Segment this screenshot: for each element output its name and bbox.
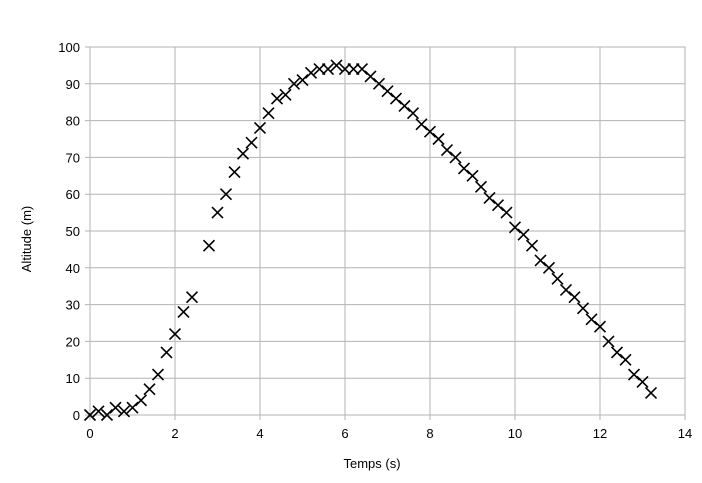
data-point-marker [296, 74, 309, 87]
data-point-marker [483, 191, 496, 204]
data-point-marker [517, 228, 530, 241]
data-point-marker [500, 206, 513, 219]
data-point-marker [636, 375, 649, 388]
plot-area-border [89, 46, 686, 416]
y-tick-label: 10 [66, 371, 80, 386]
data-point-marker [279, 88, 292, 101]
data-point-marker [364, 70, 377, 83]
y-tick-label: 20 [66, 334, 80, 349]
data-point-marker [602, 335, 615, 348]
data-point-marker [398, 99, 411, 112]
data-point-marker [270, 92, 284, 105]
y-tick-label: 90 [66, 77, 80, 92]
y-tick-label: 80 [66, 114, 80, 129]
x-tick-label: 14 [678, 426, 692, 441]
data-point-marker [491, 199, 505, 212]
data-point-marker [83, 408, 97, 422]
data-point-marker [355, 63, 369, 76]
data-point-marker [219, 188, 233, 201]
data-point-marker [143, 383, 156, 396]
data-point-marker [593, 320, 607, 333]
data-point-marker [474, 180, 488, 193]
data-point-marker [313, 63, 326, 76]
data-point-marker [304, 66, 318, 79]
data-point-marker [177, 305, 190, 319]
data-point-marker [627, 368, 641, 381]
data-point-marker [262, 107, 275, 120]
x-tick-label: 2 [171, 426, 178, 441]
x-tick-label: 10 [508, 426, 522, 441]
data-point-marker [245, 136, 258, 149]
data-point-marker [619, 353, 632, 366]
data-point-marker [610, 346, 624, 359]
data-point-marker [321, 63, 335, 76]
data-point-marker [534, 254, 547, 267]
data-point-marker [151, 368, 165, 381]
data-point-marker [644, 386, 658, 399]
data-points [83, 59, 658, 422]
data-point-marker [576, 302, 590, 315]
y-tick-label: 70 [66, 150, 80, 165]
data-point-marker [100, 408, 114, 422]
data-point-marker [508, 221, 522, 234]
y-tick-label: 40 [66, 261, 80, 276]
data-point-marker [185, 291, 199, 304]
data-point-marker [168, 327, 182, 341]
data-point-marker [202, 239, 216, 252]
data-point-marker [551, 272, 564, 285]
data-point-marker [347, 63, 360, 76]
data-point-marker [228, 166, 241, 179]
data-point-marker [134, 394, 148, 407]
data-point-marker [440, 143, 454, 157]
y-tick-label: 50 [66, 224, 80, 239]
y-axis-title: Altitude (m) [19, 206, 34, 272]
data-point-marker [542, 261, 556, 274]
x-tick-label: 8 [426, 426, 433, 441]
x-tick-label: 12 [593, 426, 607, 441]
data-point-marker [236, 147, 250, 160]
data-point-marker [449, 151, 462, 164]
data-point-marker [466, 169, 479, 182]
data-point-marker [525, 239, 539, 252]
data-point-marker [253, 121, 267, 135]
data-point-marker [568, 291, 581, 304]
data-point-marker [211, 206, 224, 219]
data-point-marker [415, 118, 428, 131]
data-point-marker [92, 405, 105, 418]
data-point-marker [585, 313, 598, 326]
data-point-marker [372, 77, 386, 90]
data-point-marker [126, 401, 139, 414]
x-axis-title: Temps (s) [343, 456, 400, 471]
data-point-marker [559, 283, 573, 296]
data-point-marker [389, 92, 403, 105]
y-tick-label: 100 [58, 40, 80, 55]
x-tick-label: 4 [256, 426, 263, 441]
data-point-marker [406, 107, 420, 120]
data-point-marker [432, 132, 445, 146]
data-point-marker [338, 63, 352, 76]
y-tick-label: 30 [66, 298, 80, 313]
data-point-marker [330, 59, 343, 72]
data-point-marker [160, 346, 173, 359]
data-point-marker [381, 85, 394, 98]
data-point-marker [423, 125, 437, 138]
x-tick-label: 0 [86, 426, 93, 441]
data-point-marker [109, 401, 122, 414]
data-point-marker [117, 405, 131, 418]
data-point-marker [457, 162, 471, 175]
data-point-marker [287, 77, 301, 90]
y-tick-label: 0 [73, 408, 80, 423]
y-tick-label: 60 [66, 187, 80, 202]
axis-ticks: 0 2 4 6 8 10 12 14 0 10 20 30 40 50 60 70 80 90 100 [58, 40, 692, 441]
x-tick-label: 6 [341, 426, 348, 441]
